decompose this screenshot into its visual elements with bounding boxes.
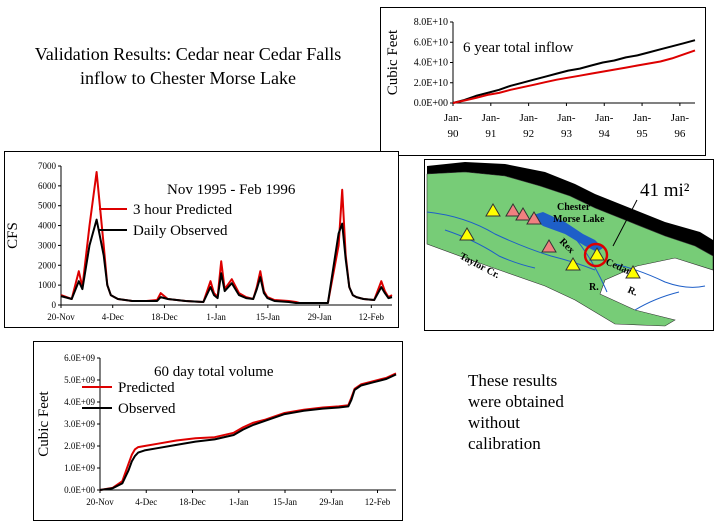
y-tick-label: 4.0E+10: [414, 58, 448, 69]
x-tick-label: Jan-: [671, 112, 690, 124]
x-tick-label: 90: [448, 128, 460, 140]
x-tick-label: Jan-: [595, 112, 614, 124]
chart-annotation: Nov 1995 - Feb 1996: [167, 182, 296, 198]
watershed-map-panel: Chester Morse Lake Taylor Cr. Rex R. Ced…: [424, 159, 714, 331]
legend-label: Predicted: [118, 380, 175, 396]
page-title: Validation Results: Cedar near Cedar Fal…: [34, 44, 342, 88]
x-tick-label: 18-Dec: [179, 497, 206, 507]
chart-annotation: 60 day total volume: [154, 364, 274, 380]
calibration-note: These results were obtained without cali…: [468, 371, 564, 453]
y-tick-label: 2000: [38, 260, 57, 270]
x-tick-label: 20-Nov: [47, 312, 75, 322]
y-tick-label: 5.0E+09: [64, 375, 95, 385]
y-tick-label: 6.0E+10: [414, 37, 448, 48]
x-tick-label: 91: [485, 128, 496, 140]
chart-60day-panel: 0.0E+00 1.0E+09 2.0E+09 3.0E+09 4.0E+09 5.0E+…: [33, 341, 403, 521]
y-tick-label: 6.0E+09: [64, 353, 95, 363]
map-label-cedar-r: R.: [626, 285, 640, 299]
legend-label: 3 hour Predicted: [133, 202, 233, 218]
chart-6yr-panel: 0.0E+00 2.0E+10 4.0E+10 6.0E+10 8.0E+10 Jan- 9…: [380, 7, 706, 156]
series-line-observed: [99, 373, 397, 491]
y-tick-label: 0.0E+00: [414, 98, 448, 109]
x-tick-label: 4-Dec: [135, 497, 157, 507]
x-tick-label: Jan-: [444, 112, 463, 124]
x-tick-label: Jan-: [557, 112, 576, 124]
x-tick-label: 4-Dec: [102, 312, 124, 322]
series-line-predicted: [452, 49, 696, 104]
y-axis-label: Cubic Feet: [36, 390, 52, 456]
x-tick-label: 93: [561, 128, 573, 140]
x-tick-label: Jan-: [482, 112, 501, 124]
x-tick-label: Jan-: [633, 112, 652, 124]
map-label-chester: Chester: [557, 202, 591, 213]
legend-label: Daily Observed: [133, 223, 228, 239]
y-tick-label: 2.0E+09: [64, 441, 95, 451]
x-tick-label: Jan-: [519, 112, 538, 124]
x-tick-label: 1-Jan: [206, 312, 226, 322]
chart-6yr-inflow: 0.0E+00 2.0E+10 4.0E+10 6.0E+10 8.0E+10 Jan- 9…: [385, 17, 696, 140]
x-tick-label: 29-Jan: [308, 312, 332, 322]
series-line-observed: [452, 39, 696, 104]
y-tick-label: 6000: [38, 181, 57, 191]
y-tick-label: 2.0E+10: [414, 78, 448, 89]
y-tick-label: 4000: [38, 221, 57, 231]
x-tick-label: 20-Nov: [86, 497, 114, 507]
map-label-rex-r: R.: [589, 282, 599, 293]
y-tick-label: 1.0E+09: [64, 463, 95, 473]
x-tick-label: 15-Jan: [256, 312, 280, 322]
x-tick-label: 94: [599, 128, 611, 140]
y-tick-label: 8.0E+10: [414, 17, 448, 28]
chart-annotation: 6 year total inflow: [463, 40, 574, 56]
x-tick-label: 15-Jan: [273, 497, 297, 507]
y-tick-label: 7000: [38, 161, 57, 171]
y-tick-label: 4.0E+09: [64, 397, 95, 407]
y-tick-label: 5000: [38, 201, 57, 211]
y-axis-label: Cubic Feet: [385, 29, 401, 95]
x-tick-label: 95: [637, 128, 649, 140]
map-area-label: 41 mi²: [640, 180, 690, 201]
legend-label: Observed: [118, 401, 176, 417]
y-tick-label: 3.0E+09: [64, 419, 95, 429]
map-label-morse-lake: Morse Lake: [553, 214, 605, 225]
y-axis-label: CFS: [5, 222, 21, 249]
chart-60day-volume: 0.0E+00 1.0E+09 2.0E+09 3.0E+09 4.0E+09 5.0E+…: [36, 353, 397, 507]
chart-hydrograph: 0 1000 2000 3000 4000 5000 6000 7000 20-Nov 4-Dec…: [5, 161, 393, 322]
x-tick-label: 92: [523, 128, 534, 140]
y-tick-label: 0: [52, 300, 57, 310]
y-tick-label: 0.0E+00: [64, 485, 95, 495]
y-tick-label: 1000: [38, 280, 57, 290]
x-tick-label: 29-Jan: [319, 497, 343, 507]
y-tick-label: 3000: [38, 240, 57, 250]
series-line-observed: [60, 218, 393, 304]
x-tick-label: 96: [674, 128, 686, 140]
x-tick-label: 18-Dec: [151, 312, 178, 322]
x-tick-label: 12-Feb: [359, 312, 385, 322]
x-tick-label: 12-Feb: [365, 497, 391, 507]
chart-hydrograph-panel: 0 1000 2000 3000 4000 5000 6000 7000 20-Nov 4-Dec…: [4, 151, 399, 328]
x-tick-label: 1-Jan: [229, 497, 249, 507]
watershed-map: Chester Morse Lake Taylor Cr. Rex R. Ced…: [425, 160, 714, 330]
